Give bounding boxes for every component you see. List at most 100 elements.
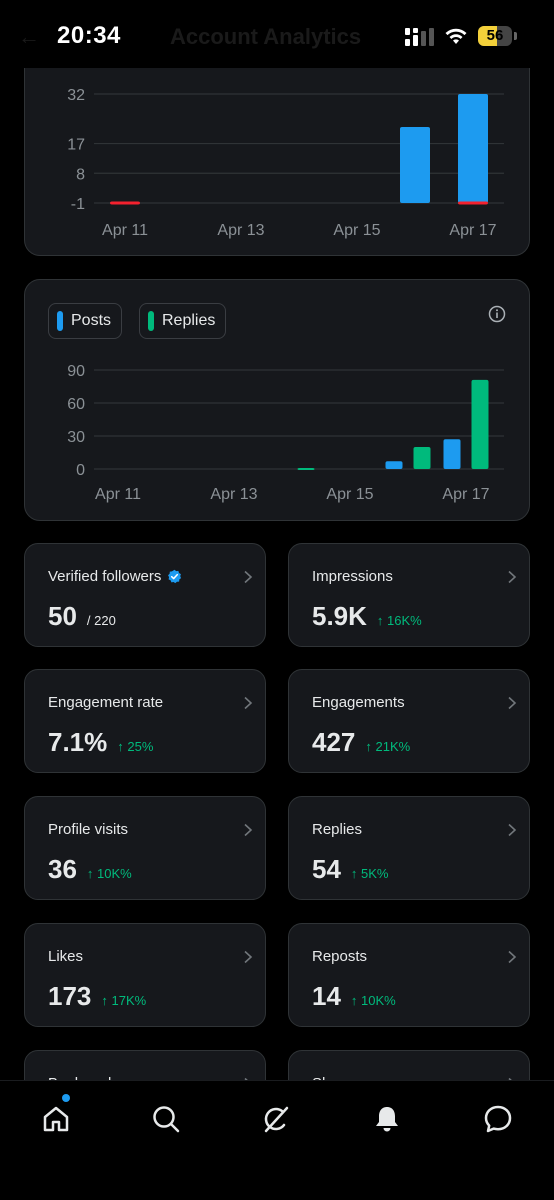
verified-badge-icon [168,569,182,584]
chevron-right-icon [508,570,517,584]
bar [385,461,403,469]
metric-value-wrap: 50 / 220 [48,601,116,632]
metric-card-profile-visits[interactable]: Profile visits 36 ↑ 10K% [24,796,266,900]
chevron-right-icon [244,570,253,584]
metric-value: 54 [312,854,341,884]
metric-value-wrap: 5.9K ↑ 16K% [312,601,422,632]
metric-label-wrap: Verified followers [48,568,182,585]
metric-denominator: / 220 [86,613,116,628]
metric-card-verified-followers[interactable]: Verified followers 50 / 220 [24,543,266,647]
cellular-signal-icon [405,28,434,46]
bar [471,379,489,469]
battery-icon: 56 [478,26,512,46]
metric-label: Verified followers [48,568,162,585]
metric-card-impressions[interactable]: Impressions 5.9K ↑ 16K% [288,543,530,647]
metric-value: 427 [312,727,356,757]
metric-label: Profile visits [48,821,129,838]
status-bar: ← Account Analytics 20:34 56 [0,0,554,68]
x-tick-label: Apr 15 [333,222,380,239]
bar [458,94,488,203]
chevron-right-icon [244,696,253,710]
nav-home[interactable] [36,1099,76,1139]
legend-replies-label: Replies [162,312,216,329]
metric-value: 173 [48,981,92,1011]
replies-swatch [148,311,154,331]
metric-value-wrap: 14 ↑ 10K% [312,981,396,1012]
top-bar-chart: 32 17 8 -1 Apr 11 Apr 13 Apr 15 Apr 17 [67,87,504,239]
nav-notifications[interactable] [367,1099,407,1139]
legend-posts-label: Posts [71,312,112,329]
metric-value-wrap: 427 ↑ 21K% [312,727,410,758]
chevron-right-icon [244,950,253,964]
bar [110,201,140,205]
metric-change: ↑ 5K% [350,866,389,881]
bottom-nav [0,1080,554,1200]
metric-value: 5.9K [312,601,367,631]
info-icon[interactable] [488,305,506,323]
metric-label: Impressions [312,568,393,585]
metric-change: ↑ 21K% [365,739,411,754]
metric-change: ↑ 25% [117,739,154,754]
notifications-icon [376,1107,398,1132]
nav-grok[interactable] [256,1099,296,1139]
chevron-right-icon [508,823,517,837]
metric-change: ↑ 10K% [86,866,132,881]
nav-messages[interactable] [478,1099,518,1139]
y-tick-label: -1 [71,196,85,213]
x-tick-label: Apr 11 [102,222,148,239]
metric-value: 50 [48,601,77,631]
x-tick-label: Apr 13 [210,486,257,503]
x-tick-label: Apr 17 [449,222,496,239]
posts-swatch [57,311,63,331]
y-tick-label: 60 [67,396,85,413]
y-tick-label: 32 [67,87,85,104]
metric-value-wrap: 54 ↑ 5K% [312,854,389,885]
posts-replies-bar-chart: 90 60 30 0 Apr 11 Apr 13 Apr 15 Apr 17 [67,363,504,503]
metric-card-engagements[interactable]: Engagements 427 ↑ 21K% [288,669,530,773]
metric-value-wrap: 7.1% ↑ 25% [48,727,153,758]
metric-card-reposts[interactable]: Reposts 14 ↑ 10K% [288,923,530,1027]
y-tick-label: 90 [67,363,85,380]
metric-value: 14 [312,981,341,1011]
bar [443,439,461,469]
back-arrow-icon[interactable]: ← [18,24,40,49]
nav-search[interactable] [146,1099,186,1139]
metric-card-likes[interactable]: Likes 173 ↑ 17K% [24,923,266,1027]
chevron-right-icon [508,696,517,710]
x-tick-label: Apr 15 [326,486,373,503]
grok-icon [264,1106,289,1133]
chevron-right-icon [244,823,253,837]
search-icon [153,1106,180,1133]
bar [297,468,315,470]
notification-dot [62,1094,70,1102]
metric-label: Reposts [312,948,368,965]
x-tick-label: Apr 13 [217,222,264,239]
bar [458,201,488,205]
metric-card-replies[interactable]: Replies 54 ↑ 5K% [288,796,530,900]
metric-label: Engagements [312,694,405,711]
metric-label: Replies [312,821,363,838]
bar [400,127,430,203]
y-tick-label: 0 [76,462,85,479]
x-tick-label: Apr 17 [442,486,489,503]
y-tick-label: 30 [67,429,85,446]
metric-value: 36 [48,854,77,884]
legend-replies[interactable]: Replies [139,303,227,339]
metric-label: Engagement rate [48,694,164,711]
legend-posts[interactable]: Posts [48,303,123,339]
bar [413,447,431,469]
home-icon [43,1106,69,1132]
page-title: Account Analytics [170,24,362,49]
battery-nub [514,32,517,40]
x-tick-label: Apr 11 [95,486,141,503]
metric-label: Likes [48,948,84,965]
status-time: 20:34 [57,22,121,49]
metric-card-engagement-rate[interactable]: Engagement rate 7.1% ↑ 25% [24,669,266,773]
messages-icon [484,1105,512,1133]
battery-percentage: 56 [486,27,504,44]
metric-value-wrap: 173 ↑ 17K% [48,981,146,1012]
metric-change: ↑ 16K% [376,613,422,628]
wifi-icon [445,28,467,44]
chevron-right-icon [508,950,517,964]
metric-change: ↑ 17K% [101,993,147,1008]
